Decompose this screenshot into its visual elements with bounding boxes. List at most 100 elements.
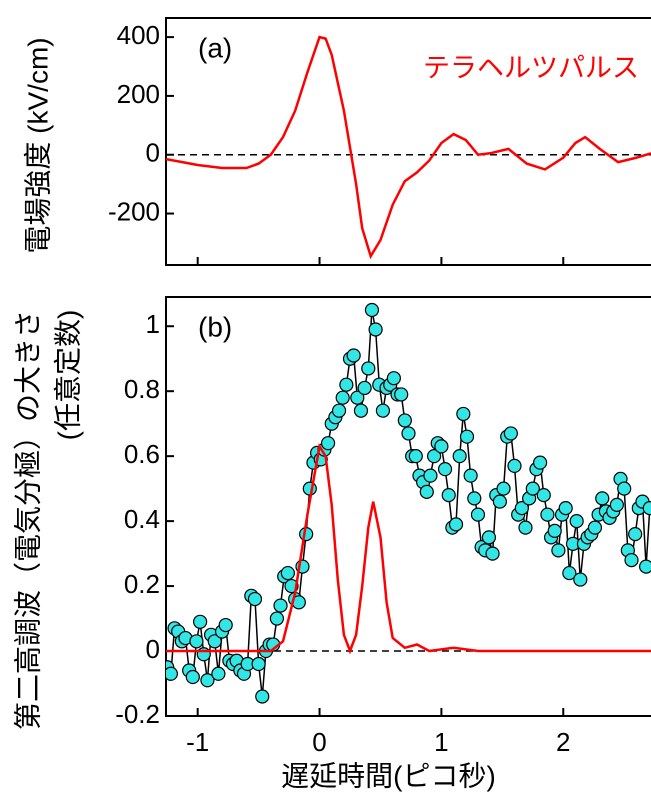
data-point bbox=[485, 546, 500, 561]
data-point bbox=[547, 523, 562, 538]
data-point bbox=[196, 647, 211, 662]
panel: 400 200 0 -200 (a) 電場強度 (kV/cm) テラヘルツパルス bbox=[22, 17, 651, 266]
data-point bbox=[397, 413, 412, 428]
x-tick-label: 0 bbox=[312, 727, 326, 757]
data-point bbox=[525, 481, 540, 496]
data-point bbox=[456, 406, 471, 422]
x-tick-label: 2 bbox=[556, 727, 570, 757]
data-point bbox=[507, 458, 522, 473]
plot-area bbox=[166, 302, 651, 704]
data-point bbox=[448, 517, 464, 532]
y-tick-label: 0 bbox=[146, 634, 160, 664]
data-point bbox=[302, 481, 317, 496]
y-tick-label: 0 bbox=[146, 138, 160, 168]
panel: 1 0.8 0.6 0.4 0.2 0 -0.2 -1 0 1 2 (b) 第二高調波（電気分極）の大き… bbox=[12, 296, 651, 791]
series-line bbox=[166, 309, 651, 697]
data-point bbox=[624, 552, 639, 568]
data-point bbox=[247, 591, 263, 607]
data-point bbox=[350, 390, 365, 405]
data-point bbox=[463, 468, 478, 483]
data-point bbox=[569, 514, 584, 529]
y-tick-label: 0.6 bbox=[124, 439, 160, 469]
data-point bbox=[496, 481, 511, 496]
data-point bbox=[255, 689, 270, 704]
x-axis-label: 遅延時間(ピコ秒) bbox=[281, 760, 496, 791]
data-point bbox=[269, 611, 284, 626]
data-point bbox=[189, 634, 204, 649]
data-point bbox=[346, 348, 361, 363]
data-point bbox=[166, 666, 178, 681]
data-point bbox=[364, 302, 380, 318]
axis-frame bbox=[165, 296, 651, 717]
data-point bbox=[273, 598, 288, 613]
data-point bbox=[587, 520, 603, 535]
plot-area bbox=[166, 35, 651, 260]
data-point bbox=[459, 429, 475, 444]
x-tick-label: 1 bbox=[434, 727, 448, 757]
data-point bbox=[426, 449, 442, 464]
y-tick-label: 200 bbox=[117, 79, 160, 109]
data-point bbox=[437, 462, 453, 477]
panel-label: (b) bbox=[198, 311, 232, 342]
data-point bbox=[617, 481, 632, 496]
panel-label: (a) bbox=[198, 32, 232, 63]
data-point bbox=[467, 491, 482, 506]
axis-frame bbox=[165, 17, 651, 266]
y-tick-label: 1 bbox=[146, 309, 160, 339]
data-point bbox=[207, 634, 222, 649]
y-tick-label: 0.8 bbox=[124, 374, 160, 404]
data-point bbox=[536, 488, 551, 503]
y-tick-label: -200 bbox=[108, 196, 160, 226]
data-point bbox=[193, 614, 208, 629]
y-tick-label: -0.2 bbox=[115, 699, 160, 729]
data-point bbox=[573, 572, 588, 587]
data-point bbox=[518, 520, 533, 535]
data-point bbox=[642, 501, 651, 516]
data-point bbox=[503, 426, 518, 441]
data-point bbox=[375, 403, 391, 418]
y-tick-label: 400 bbox=[117, 20, 160, 50]
series-line bbox=[166, 35, 651, 260]
data-point bbox=[470, 507, 486, 522]
data-point bbox=[185, 669, 200, 685]
y-axis-label: (任意定数) bbox=[52, 310, 83, 441]
data-point bbox=[200, 673, 215, 688]
data-point bbox=[452, 449, 467, 464]
data-point bbox=[419, 484, 434, 499]
data-point bbox=[218, 617, 233, 633]
data-point bbox=[386, 371, 401, 386]
data-point bbox=[492, 494, 507, 509]
y-axis-label: 電場強度 (kV/cm) bbox=[22, 37, 53, 253]
legend-label: テラヘルツパルス bbox=[423, 53, 639, 83]
data-point bbox=[280, 565, 295, 581]
data-point bbox=[361, 361, 376, 376]
data-point bbox=[595, 491, 610, 506]
series-line bbox=[166, 442, 651, 655]
data-point bbox=[533, 455, 548, 470]
y-tick-label: 0.4 bbox=[124, 504, 160, 534]
data-point bbox=[401, 426, 416, 441]
data-point bbox=[628, 527, 643, 542]
data-point bbox=[551, 543, 566, 558]
data-point bbox=[609, 497, 624, 512]
data-point bbox=[481, 530, 497, 545]
data-point bbox=[423, 468, 438, 483]
data-point bbox=[562, 565, 577, 581]
data-point bbox=[353, 403, 369, 418]
data-point bbox=[339, 377, 354, 392]
data-point bbox=[514, 501, 529, 516]
data-point bbox=[394, 387, 409, 402]
data-point bbox=[357, 380, 372, 396]
data-point bbox=[368, 322, 383, 337]
data-point bbox=[335, 390, 350, 405]
data-point bbox=[320, 436, 336, 451]
data-point bbox=[211, 666, 226, 681]
data-point bbox=[251, 656, 266, 672]
data-point bbox=[434, 439, 449, 454]
y-tick-label: 0.2 bbox=[124, 569, 160, 599]
data-point bbox=[441, 488, 456, 503]
data-point bbox=[639, 559, 651, 574]
data-point bbox=[408, 449, 423, 464]
data-point bbox=[540, 507, 555, 522]
